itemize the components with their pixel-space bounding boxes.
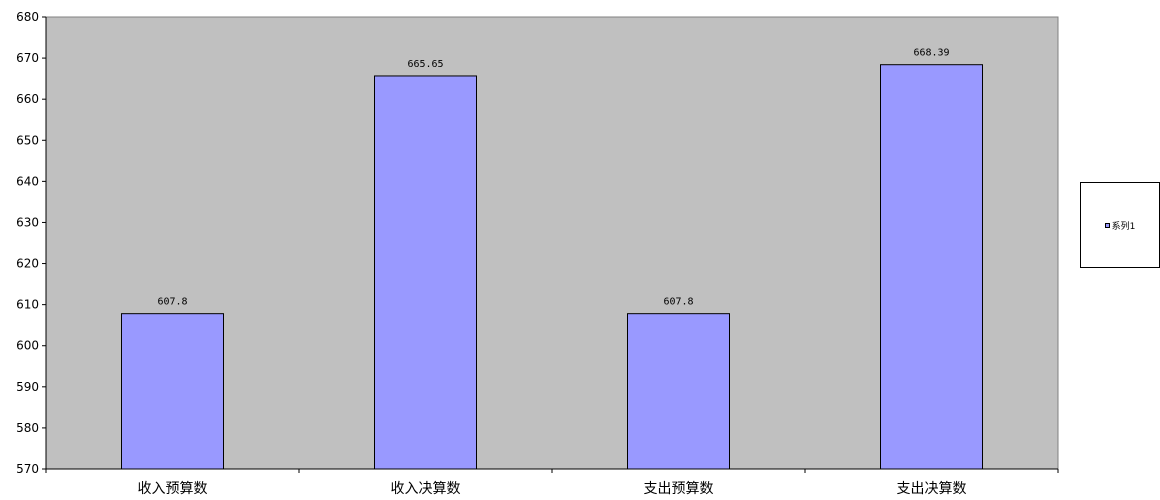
y-tick-label: 660: [16, 92, 39, 106]
y-tick-label: 670: [16, 51, 39, 65]
y-tick-label: 590: [16, 380, 39, 394]
x-tick-label: 收入决算数: [391, 481, 461, 497]
y-tick-label: 630: [16, 215, 39, 229]
bar: [121, 313, 224, 470]
y-tick-label: 640: [16, 174, 39, 188]
legend-entry: 系列1: [1104, 219, 1136, 232]
x-axis-tick-labels: 收入预算数 收入决算数 支出预算数 支出决算数: [138, 481, 967, 497]
y-tick-label: 570: [16, 462, 39, 476]
y-tick-label: 620: [16, 257, 39, 271]
y-tick-label: 600: [16, 339, 39, 353]
x-tick-label: 收入预算数: [138, 481, 208, 497]
legend: 系列1: [1080, 182, 1160, 268]
data-label: 668.39: [913, 48, 949, 59]
x-axis-ticks: [45, 469, 1059, 473]
y-axis-tick-labels: 570 580 590 600 610 620 630 640 650 660 670 680: [16, 10, 39, 476]
legend-label: 系列1: [1111, 221, 1136, 232]
bar: [627, 313, 730, 470]
x-tick-label: 支出预算数: [644, 481, 714, 497]
bar: [880, 64, 983, 470]
data-labels: 607.8 665.65 607.8 668.39: [157, 48, 949, 308]
bar: [374, 75, 477, 470]
data-label: 665.65: [407, 59, 443, 70]
x-tick-label: 支出决算数: [897, 481, 967, 497]
y-tick-label: 610: [16, 298, 39, 312]
legend-swatch: [1104, 222, 1110, 228]
data-label: 607.8: [663, 297, 693, 308]
y-tick-label: 680: [16, 10, 39, 24]
y-axis-ticks: [42, 16, 46, 470]
y-tick-label: 580: [16, 421, 39, 435]
bars: [121, 64, 983, 470]
y-tick-label: 650: [16, 133, 39, 147]
data-label: 607.8: [157, 297, 187, 308]
